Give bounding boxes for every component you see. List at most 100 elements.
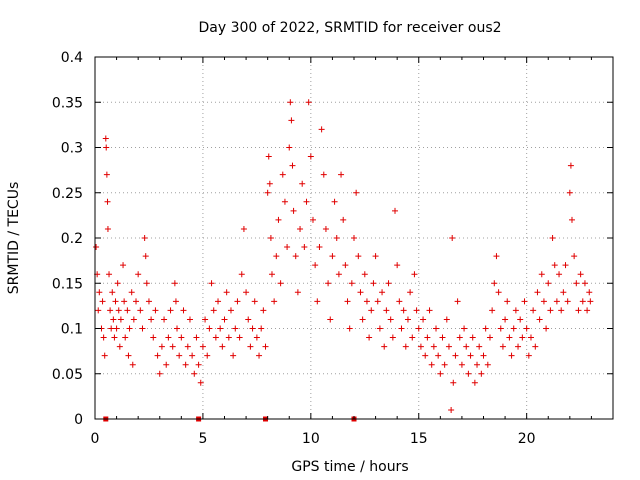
data-point [206, 325, 213, 332]
data-point [273, 253, 280, 260]
data-point [322, 225, 329, 232]
x-tick-label: 20 [518, 431, 536, 447]
data-point [253, 334, 260, 341]
data-point [366, 334, 373, 341]
data-point [163, 361, 170, 368]
data-point [363, 298, 370, 305]
data-point [331, 198, 338, 205]
data-point [204, 352, 211, 359]
data-point [351, 235, 357, 241]
data-point [158, 343, 165, 350]
data-point [110, 316, 117, 323]
data-point [165, 334, 172, 341]
data-point [430, 343, 437, 350]
data-point [480, 352, 487, 359]
data-point [342, 262, 349, 269]
x-tick-label: 10 [302, 431, 320, 447]
data-point [238, 271, 245, 278]
data-point [202, 316, 209, 323]
data-point [335, 271, 342, 278]
data-point [99, 298, 106, 305]
data-point [290, 207, 297, 214]
data-point [456, 334, 463, 341]
data-points [93, 99, 594, 422]
data-point [556, 271, 563, 278]
data-point [329, 253, 336, 260]
data-point [376, 325, 383, 332]
data-point [359, 316, 366, 323]
data-point [443, 316, 450, 323]
data-point [294, 289, 301, 296]
data-point [95, 307, 102, 314]
data-point [112, 298, 119, 305]
data-point [344, 298, 351, 305]
data-point [120, 262, 127, 269]
data-point [523, 325, 530, 332]
data-point [152, 307, 159, 314]
data-point [450, 379, 457, 386]
data-point [411, 271, 418, 278]
data-point [504, 298, 511, 305]
data-point [208, 280, 215, 287]
data-point [281, 198, 288, 205]
y-tick-label: 0.2 [61, 231, 83, 247]
x-tick-label: 15 [410, 431, 428, 447]
data-point [227, 307, 234, 314]
data-point [178, 334, 185, 341]
data-point [424, 334, 431, 341]
data-point [286, 144, 293, 151]
data-point [101, 352, 108, 359]
data-point [125, 352, 132, 359]
data-point [260, 307, 267, 314]
data-point [137, 307, 144, 314]
data-point [301, 244, 308, 251]
data-point [258, 325, 265, 332]
data-point [186, 316, 193, 323]
data-point [297, 225, 304, 232]
data-point [536, 316, 543, 323]
data-point [108, 325, 115, 332]
data-point [545, 280, 552, 287]
data-point [320, 171, 327, 178]
data-point [104, 225, 111, 232]
data-point [129, 361, 136, 368]
data-point [515, 343, 522, 350]
data-point [558, 307, 565, 314]
data-point [463, 343, 470, 350]
y-tick-label: 0.3 [61, 141, 83, 157]
y-tick-label: 0.25 [52, 186, 83, 202]
data-point [266, 180, 273, 187]
data-point [499, 343, 506, 350]
data-point [489, 307, 496, 314]
data-point [103, 171, 110, 178]
data-point [407, 289, 414, 296]
data-point [579, 298, 586, 305]
data-point [392, 207, 399, 214]
data-point [549, 235, 556, 241]
data-point [240, 225, 247, 232]
data-point [340, 216, 347, 223]
data-point [299, 180, 306, 187]
data-point [426, 307, 433, 314]
data-point [215, 298, 222, 305]
data-point [567, 162, 574, 169]
data-point [553, 298, 560, 305]
data-point [305, 99, 312, 106]
data-point [267, 235, 274, 241]
data-point [458, 361, 465, 368]
data-point [124, 307, 131, 314]
data-point [417, 343, 424, 350]
data-point [428, 361, 435, 368]
data-point [275, 216, 282, 223]
data-point [508, 352, 515, 359]
data-point [476, 343, 483, 350]
data-point [135, 271, 142, 278]
data-point [316, 244, 323, 251]
data-point [142, 253, 149, 260]
data-point [441, 361, 448, 368]
y-tick-label: 0.35 [52, 95, 83, 111]
data-point [189, 352, 196, 359]
data-point [172, 298, 179, 305]
data-point [573, 280, 580, 287]
data-point [247, 343, 254, 350]
